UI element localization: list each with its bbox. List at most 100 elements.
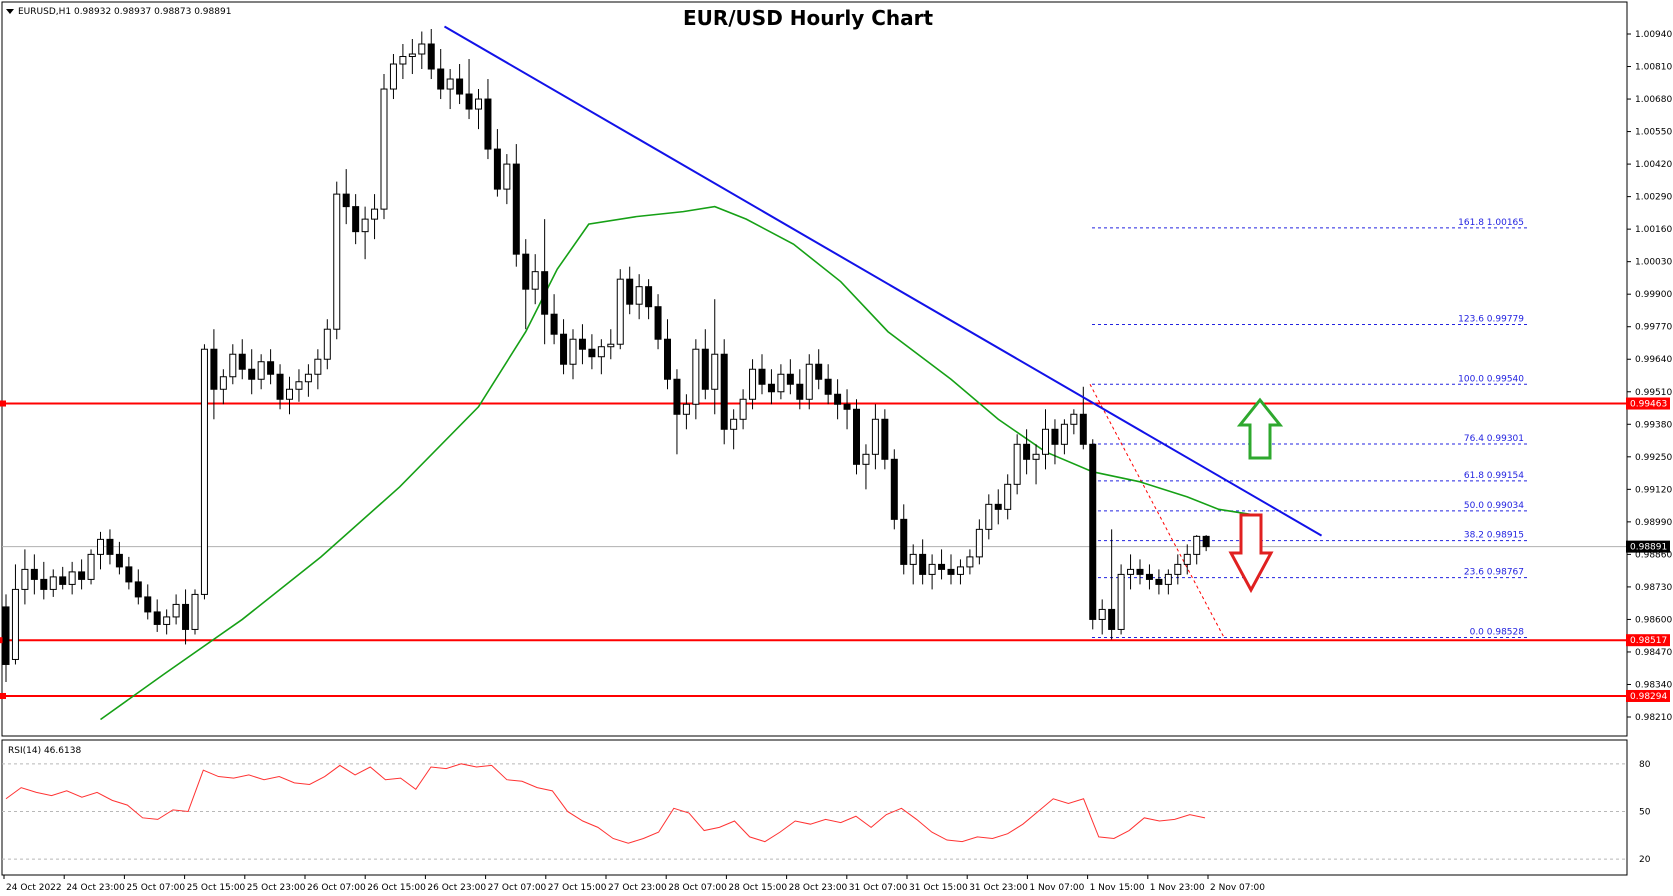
candle-body	[1089, 443, 1097, 620]
y-tick-label: 1.00420	[1635, 160, 1672, 170]
candle-body	[267, 361, 275, 375]
candle-body	[399, 56, 407, 65]
candle-body	[560, 333, 568, 365]
candle-body	[550, 313, 558, 335]
candle-body	[475, 98, 482, 110]
candle-body	[541, 271, 549, 315]
candle-body	[97, 538, 104, 555]
candle-body	[333, 193, 341, 330]
x-tick-label: 26 Oct 07:00	[307, 883, 366, 893]
level-price-label: 0.99463	[1630, 400, 1667, 410]
x-tick-label: 28 Oct 15:00	[728, 883, 787, 893]
candle-body	[276, 373, 284, 400]
candle-body	[229, 353, 237, 378]
candle-body	[1023, 443, 1031, 460]
candle-body	[843, 403, 851, 410]
candle-body	[994, 503, 1002, 510]
x-tick-label: 31 Oct 23:00	[969, 883, 1028, 893]
fib-level-label: 23.6 0.98767	[1464, 568, 1524, 578]
y-tick-label: 0.98860	[1635, 550, 1672, 560]
candle-body	[730, 418, 738, 430]
candle-body	[172, 603, 180, 618]
candle-body	[777, 373, 785, 393]
x-tick-label: 31 Oct 07:00	[849, 883, 908, 893]
x-tick-label: 1 Nov 07:00	[1029, 883, 1084, 893]
y-tick-label: 0.98730	[1635, 583, 1672, 593]
candle-body	[418, 43, 426, 55]
candle-body	[1051, 428, 1059, 445]
candle-body	[210, 348, 218, 390]
y-tick-label: 0.99900	[1635, 290, 1672, 300]
candle-body	[626, 278, 634, 305]
candle-body	[578, 338, 586, 350]
y-tick-label: 1.00550	[1635, 128, 1672, 138]
x-tick-label: 26 Oct 15:00	[367, 883, 426, 893]
candle-body	[871, 418, 879, 455]
fib-level-label: 76.4 0.99301	[1464, 434, 1524, 444]
candle-body	[758, 368, 766, 385]
x-tick-label: 25 Oct 23:00	[247, 883, 306, 893]
candles-layer	[2, 28, 1210, 682]
level-price-tag	[1626, 634, 1670, 647]
fib-level-label: 0.0 0.98528	[1470, 627, 1525, 637]
candle-body	[692, 348, 700, 405]
candle-body	[1013, 443, 1021, 485]
trendline-layer	[443, 25, 1323, 537]
candle-body	[1117, 573, 1125, 630]
candle-body	[985, 503, 993, 530]
candle-body	[900, 518, 908, 565]
candle-body	[323, 328, 331, 360]
candle-body	[125, 566, 133, 583]
x-tick-label: 1 Nov 23:00	[1150, 883, 1205, 893]
y-tick-label: 0.99770	[1635, 323, 1672, 333]
candle-body	[1136, 568, 1144, 575]
candle-body	[503, 163, 511, 190]
candle-body	[805, 363, 813, 400]
candle-body	[49, 576, 57, 590]
candle-body	[361, 218, 369, 233]
bearish-arrow-icon	[1228, 513, 1274, 594]
y-tick-label: 0.98340	[1635, 680, 1672, 690]
candle-body	[654, 306, 662, 340]
rsi-tick-label: 80	[1639, 760, 1651, 770]
candle-body	[749, 368, 757, 400]
x-tick-label: 25 Oct 07:00	[126, 883, 185, 893]
candle-body	[144, 596, 152, 613]
candle-body	[588, 348, 596, 358]
level-price-tag	[1626, 397, 1670, 410]
candle-body	[956, 566, 964, 575]
x-tick-label: 27 Oct 07:00	[488, 883, 547, 893]
candle-body	[890, 458, 898, 520]
candle-body	[522, 253, 530, 290]
candle-body	[512, 163, 520, 255]
y-tick-label: 1.00940	[1635, 30, 1672, 40]
y-tick-label: 1.00160	[1635, 225, 1672, 235]
candle-body	[1202, 535, 1210, 548]
candle-body	[597, 346, 605, 358]
candle-body	[682, 403, 690, 415]
candle-body	[87, 553, 95, 580]
candle-body	[616, 278, 624, 345]
candle-body	[1004, 483, 1012, 510]
candle-body	[607, 343, 615, 348]
candle-body	[786, 373, 794, 385]
candle-body	[314, 358, 322, 375]
x-tick-label: 27 Oct 23:00	[608, 883, 667, 893]
x-tick-label: 25 Oct 15:00	[187, 883, 246, 893]
fib-level-label: 100.0 0.99540	[1458, 374, 1524, 384]
x-tick-label: 26 Oct 23:00	[427, 883, 486, 893]
level-price-label: 0.98294	[1630, 692, 1667, 702]
candle-body	[238, 353, 246, 370]
candle-body	[115, 553, 123, 568]
x-tick-label: 31 Oct 15:00	[909, 883, 968, 893]
candle-body	[134, 581, 142, 598]
candle-body	[484, 98, 492, 150]
y-tick-label: 0.99250	[1635, 453, 1672, 463]
candle-body	[408, 53, 416, 58]
y-tick-label: 0.98210	[1635, 713, 1672, 723]
rsi-tick-label: 20	[1639, 855, 1651, 865]
symbol-menu-icon[interactable]	[6, 9, 14, 14]
candle-body	[456, 78, 464, 95]
fib-level-label: 38.2 0.98915	[1464, 531, 1524, 541]
candle-body	[919, 553, 927, 575]
